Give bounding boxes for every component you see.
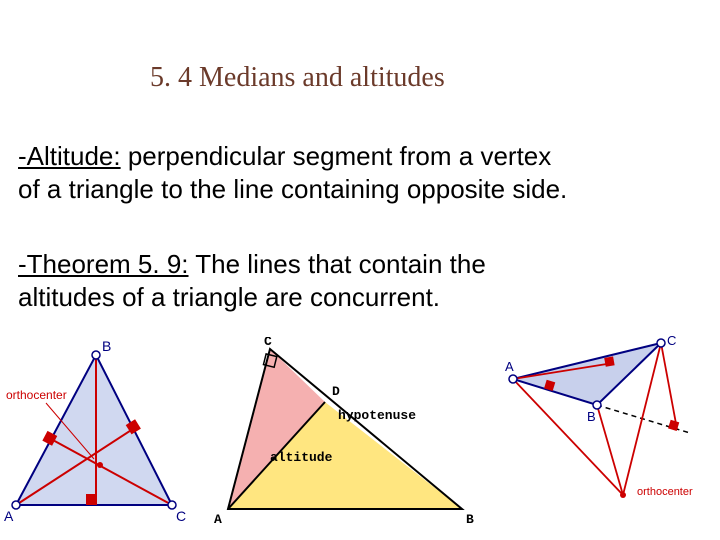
diagram-obtuse-triangle: A B C orthocenter <box>505 335 715 530</box>
altitude-definition: -Altitude: perpendicular segment from a … <box>18 140 567 205</box>
vertex-c <box>657 339 665 347</box>
theorem-body-2: altitudes of a triangle are concurrent. <box>18 282 440 312</box>
triangle-shape <box>16 355 172 505</box>
vertex-label-c: C <box>667 335 676 348</box>
definition-body-2: of a triangle to the line containing opp… <box>18 174 567 204</box>
vertex-label-c: C <box>264 337 272 349</box>
vertex-b <box>593 401 601 409</box>
vertex-label-a: A <box>214 512 222 527</box>
vertex-label-b: B <box>466 512 474 527</box>
hypotenuse-label: hypotenuse <box>338 408 416 423</box>
vertex-label-a: A <box>4 508 14 524</box>
page-title: 5. 4 Medians and altitudes <box>150 62 445 94</box>
orthocenter-point <box>620 492 626 498</box>
vertex-a <box>509 375 517 383</box>
diagrams-row: A B C orthocenter A B C D hypotenuse alt… <box>0 335 720 540</box>
right-angle-marker <box>604 356 614 366</box>
definition-body-1: perpendicular segment from a vertex <box>121 141 552 171</box>
orthocenter-label: orthocenter <box>6 388 67 402</box>
vertex-label-b: B <box>587 409 596 424</box>
vertex-b <box>92 351 100 359</box>
right-angle-marker <box>86 494 97 505</box>
vertex-label-d: D <box>332 384 340 399</box>
altitude-ext-2 <box>661 343 677 429</box>
triangle-shape <box>513 343 661 405</box>
vertex-label-b: B <box>102 338 111 354</box>
theorem-statement: -Theorem 5. 9: The lines that contain th… <box>18 248 486 313</box>
vertex-c <box>168 501 176 509</box>
diagram-right-triangle: A B C D hypotenuse altitude <box>210 337 500 527</box>
orthocenter-label: orthocenter <box>637 486 693 498</box>
vertex-label-c: C <box>176 508 186 524</box>
theorem-body-1: The lines that contain the <box>189 249 486 279</box>
altitude-label: altitude <box>270 450 333 465</box>
orthocenter-point <box>97 462 103 468</box>
vertex-label-a: A <box>505 359 514 374</box>
theorem-term: -Theorem 5. 9: <box>18 249 189 279</box>
diagram-acute-triangle: A B C orthocenter <box>4 337 204 527</box>
definition-term: -Altitude: <box>18 141 121 171</box>
